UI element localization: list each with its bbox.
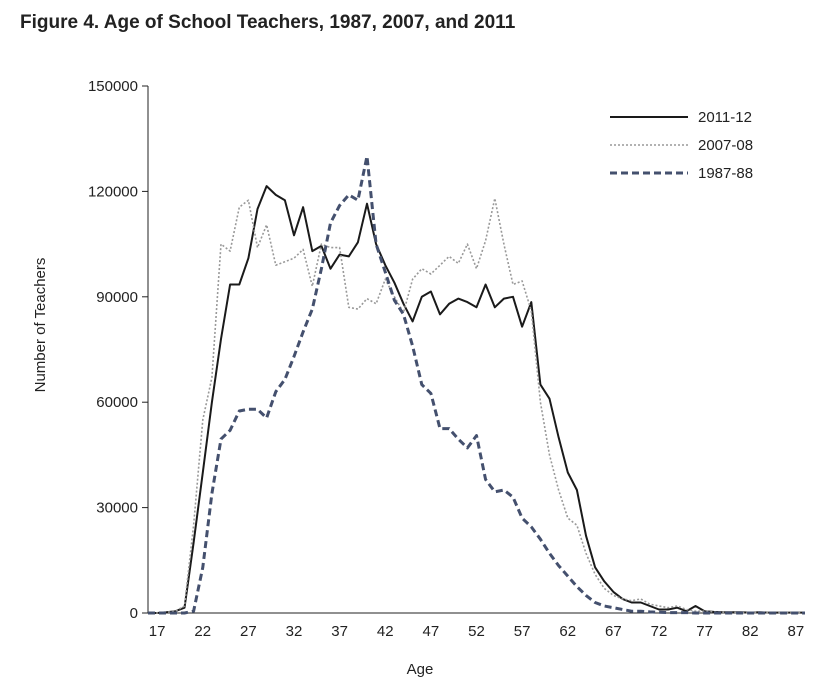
y-tick-label: 30000 (96, 500, 138, 517)
y-tick-label: 120000 (88, 183, 138, 200)
series-line (148, 197, 805, 614)
x-tick-label: 77 (696, 623, 713, 640)
y-tick-label: 150000 (88, 78, 138, 95)
x-tick-label: 62 (559, 623, 576, 640)
y-axis-label: Number of Teachers (32, 258, 49, 393)
y-tick-label: 90000 (96, 289, 138, 306)
series-line (148, 154, 805, 615)
x-tick-label: 67 (605, 623, 622, 640)
x-tick-label: 87 (788, 623, 805, 640)
x-tick-label: 22 (194, 623, 211, 640)
x-tick-label: 42 (377, 623, 394, 640)
x-tick-label: 32 (286, 623, 303, 640)
x-tick-label: 57 (514, 623, 531, 640)
series-line (148, 185, 805, 614)
x-tick-label: 52 (468, 623, 485, 640)
chart-title: Figure 4. Age of School Teachers, 1987, … (20, 12, 516, 33)
x-tick-label: 47 (423, 623, 440, 640)
x-tick-label: 72 (651, 623, 668, 640)
legend-label: 2011-12 (698, 109, 752, 126)
x-tick-label: 37 (331, 623, 348, 640)
legend-label: 1987-88 (698, 165, 753, 182)
x-axis-label: Age (407, 661, 434, 678)
y-tick-label: 0 (130, 605, 138, 622)
x-tick-label: 82 (742, 623, 759, 640)
x-tick-label: 27 (240, 623, 257, 640)
y-tick-label: 60000 (96, 394, 138, 411)
legend-label: 2007-08 (698, 137, 753, 154)
x-tick-label: 17 (149, 623, 166, 640)
